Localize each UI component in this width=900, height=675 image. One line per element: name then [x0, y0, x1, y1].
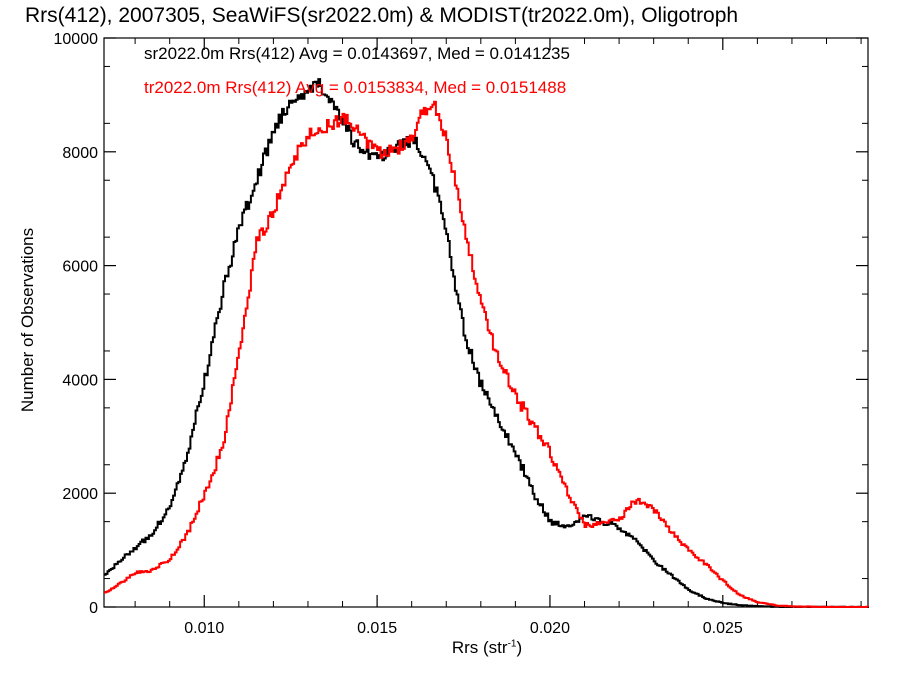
y-tick-label: 4000 — [62, 372, 98, 389]
y-tick-label: 8000 — [62, 145, 98, 162]
x-tick-label: 0.025 — [703, 620, 743, 637]
y-tick-label: 6000 — [62, 259, 98, 276]
y-tick-label: 0 — [89, 600, 98, 617]
chart-title: Rrs(412), 2007305, SeaWiFS(sr2022.0m) & … — [25, 4, 739, 27]
x-axis-label-close: ) — [516, 638, 523, 657]
x-tick-label: 0.010 — [184, 620, 224, 637]
series-line-sr2022.0m — [104, 78, 869, 608]
series-annotation-sr2022.0m: sr2022.0m Rrs(412) Avg = 0.0143697, Med … — [144, 44, 570, 63]
series-annotation-tr2022.0m: tr2022.0m Rrs(412) Avg = 0.0153834, Med … — [144, 78, 566, 97]
x-tick-label: 0.020 — [530, 620, 570, 637]
x-axis-label-superscript: -1 — [507, 638, 517, 650]
x-axis-label: Rrs (str-1) — [452, 638, 522, 658]
plot-frame — [103, 37, 869, 608]
x-tick-label: 0.015 — [357, 620, 397, 637]
series-line-tr2022.0m — [104, 100, 869, 608]
x-axis-label-main: Rrs (str — [451, 638, 508, 657]
y-tick-label: 2000 — [62, 486, 98, 503]
y-tick-label: 10000 — [54, 31, 99, 48]
